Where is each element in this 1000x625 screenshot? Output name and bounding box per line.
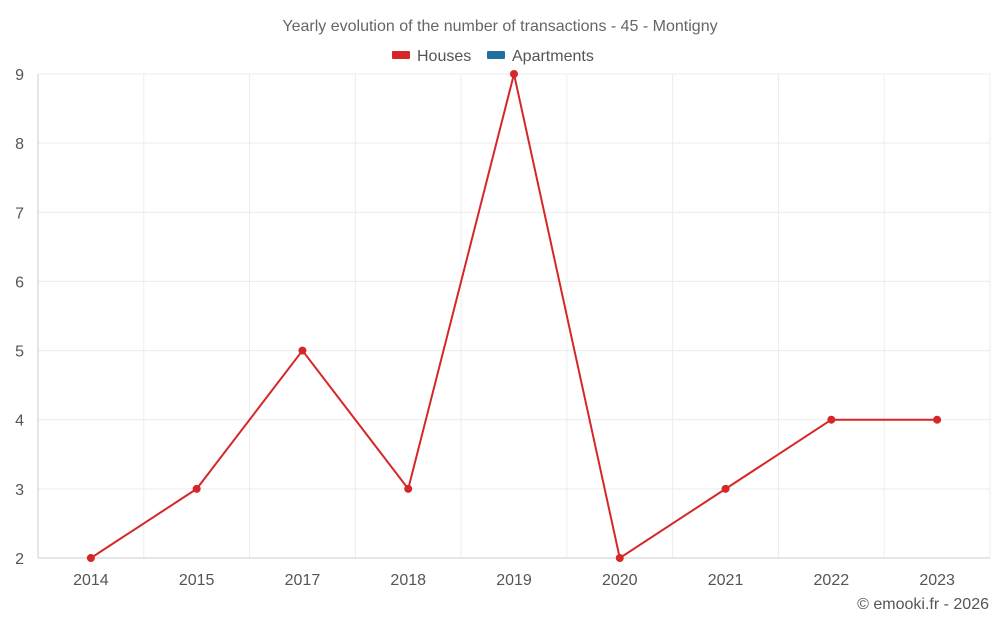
x-tick-label: 2023 xyxy=(919,572,955,589)
credit-text: © emooki.fr - 2026 xyxy=(857,596,989,613)
data-point-houses xyxy=(192,484,201,493)
x-tick-label: 2020 xyxy=(602,572,638,589)
data-point-houses xyxy=(615,554,624,562)
legend-label-houses[interactable]: Houses xyxy=(417,48,471,65)
y-tick-label: 4 xyxy=(15,413,24,430)
data-point-houses xyxy=(298,346,307,355)
x-tick-label: 2015 xyxy=(179,572,215,589)
y-tick-label: 9 xyxy=(15,67,24,84)
y-tick-label: 5 xyxy=(15,344,24,361)
legend: Houses Apartments xyxy=(392,48,594,65)
x-tick-label: 2019 xyxy=(496,572,532,589)
x-axis-ticks: 2014 2015 2017 2018 2019 2020 2021 2022 2023 xyxy=(73,572,955,589)
x-tick-label: 2017 xyxy=(285,572,321,589)
series-layer xyxy=(86,70,942,562)
y-tick-label: 6 xyxy=(15,274,24,291)
x-tick-label: 2018 xyxy=(390,572,426,589)
y-tick-label: 7 xyxy=(15,205,24,222)
y-axis-ticks: 2 3 4 5 6 7 8 9 xyxy=(15,67,24,568)
y-tick-label: 3 xyxy=(15,482,24,499)
data-point-houses xyxy=(721,484,730,493)
x-tick-label: 2022 xyxy=(814,572,850,589)
x-tick-label: 2014 xyxy=(73,572,109,589)
x-tick-label: 2021 xyxy=(708,572,744,589)
grid xyxy=(37,73,991,559)
data-point-houses xyxy=(933,415,942,424)
data-point-houses xyxy=(404,484,413,493)
series-line-houses xyxy=(89,73,939,559)
data-point-houses xyxy=(827,415,836,424)
y-tick-label: 2 xyxy=(15,551,24,568)
legend-label-apartments[interactable]: Apartments xyxy=(512,48,594,65)
legend-swatch-apartments xyxy=(487,51,505,59)
legend-swatch-houses xyxy=(392,51,410,59)
data-point-houses xyxy=(86,554,95,562)
chart-title: Yearly evolution of the number of transa… xyxy=(282,18,717,35)
y-tick-label: 8 xyxy=(15,136,24,153)
data-point-houses xyxy=(510,70,518,78)
